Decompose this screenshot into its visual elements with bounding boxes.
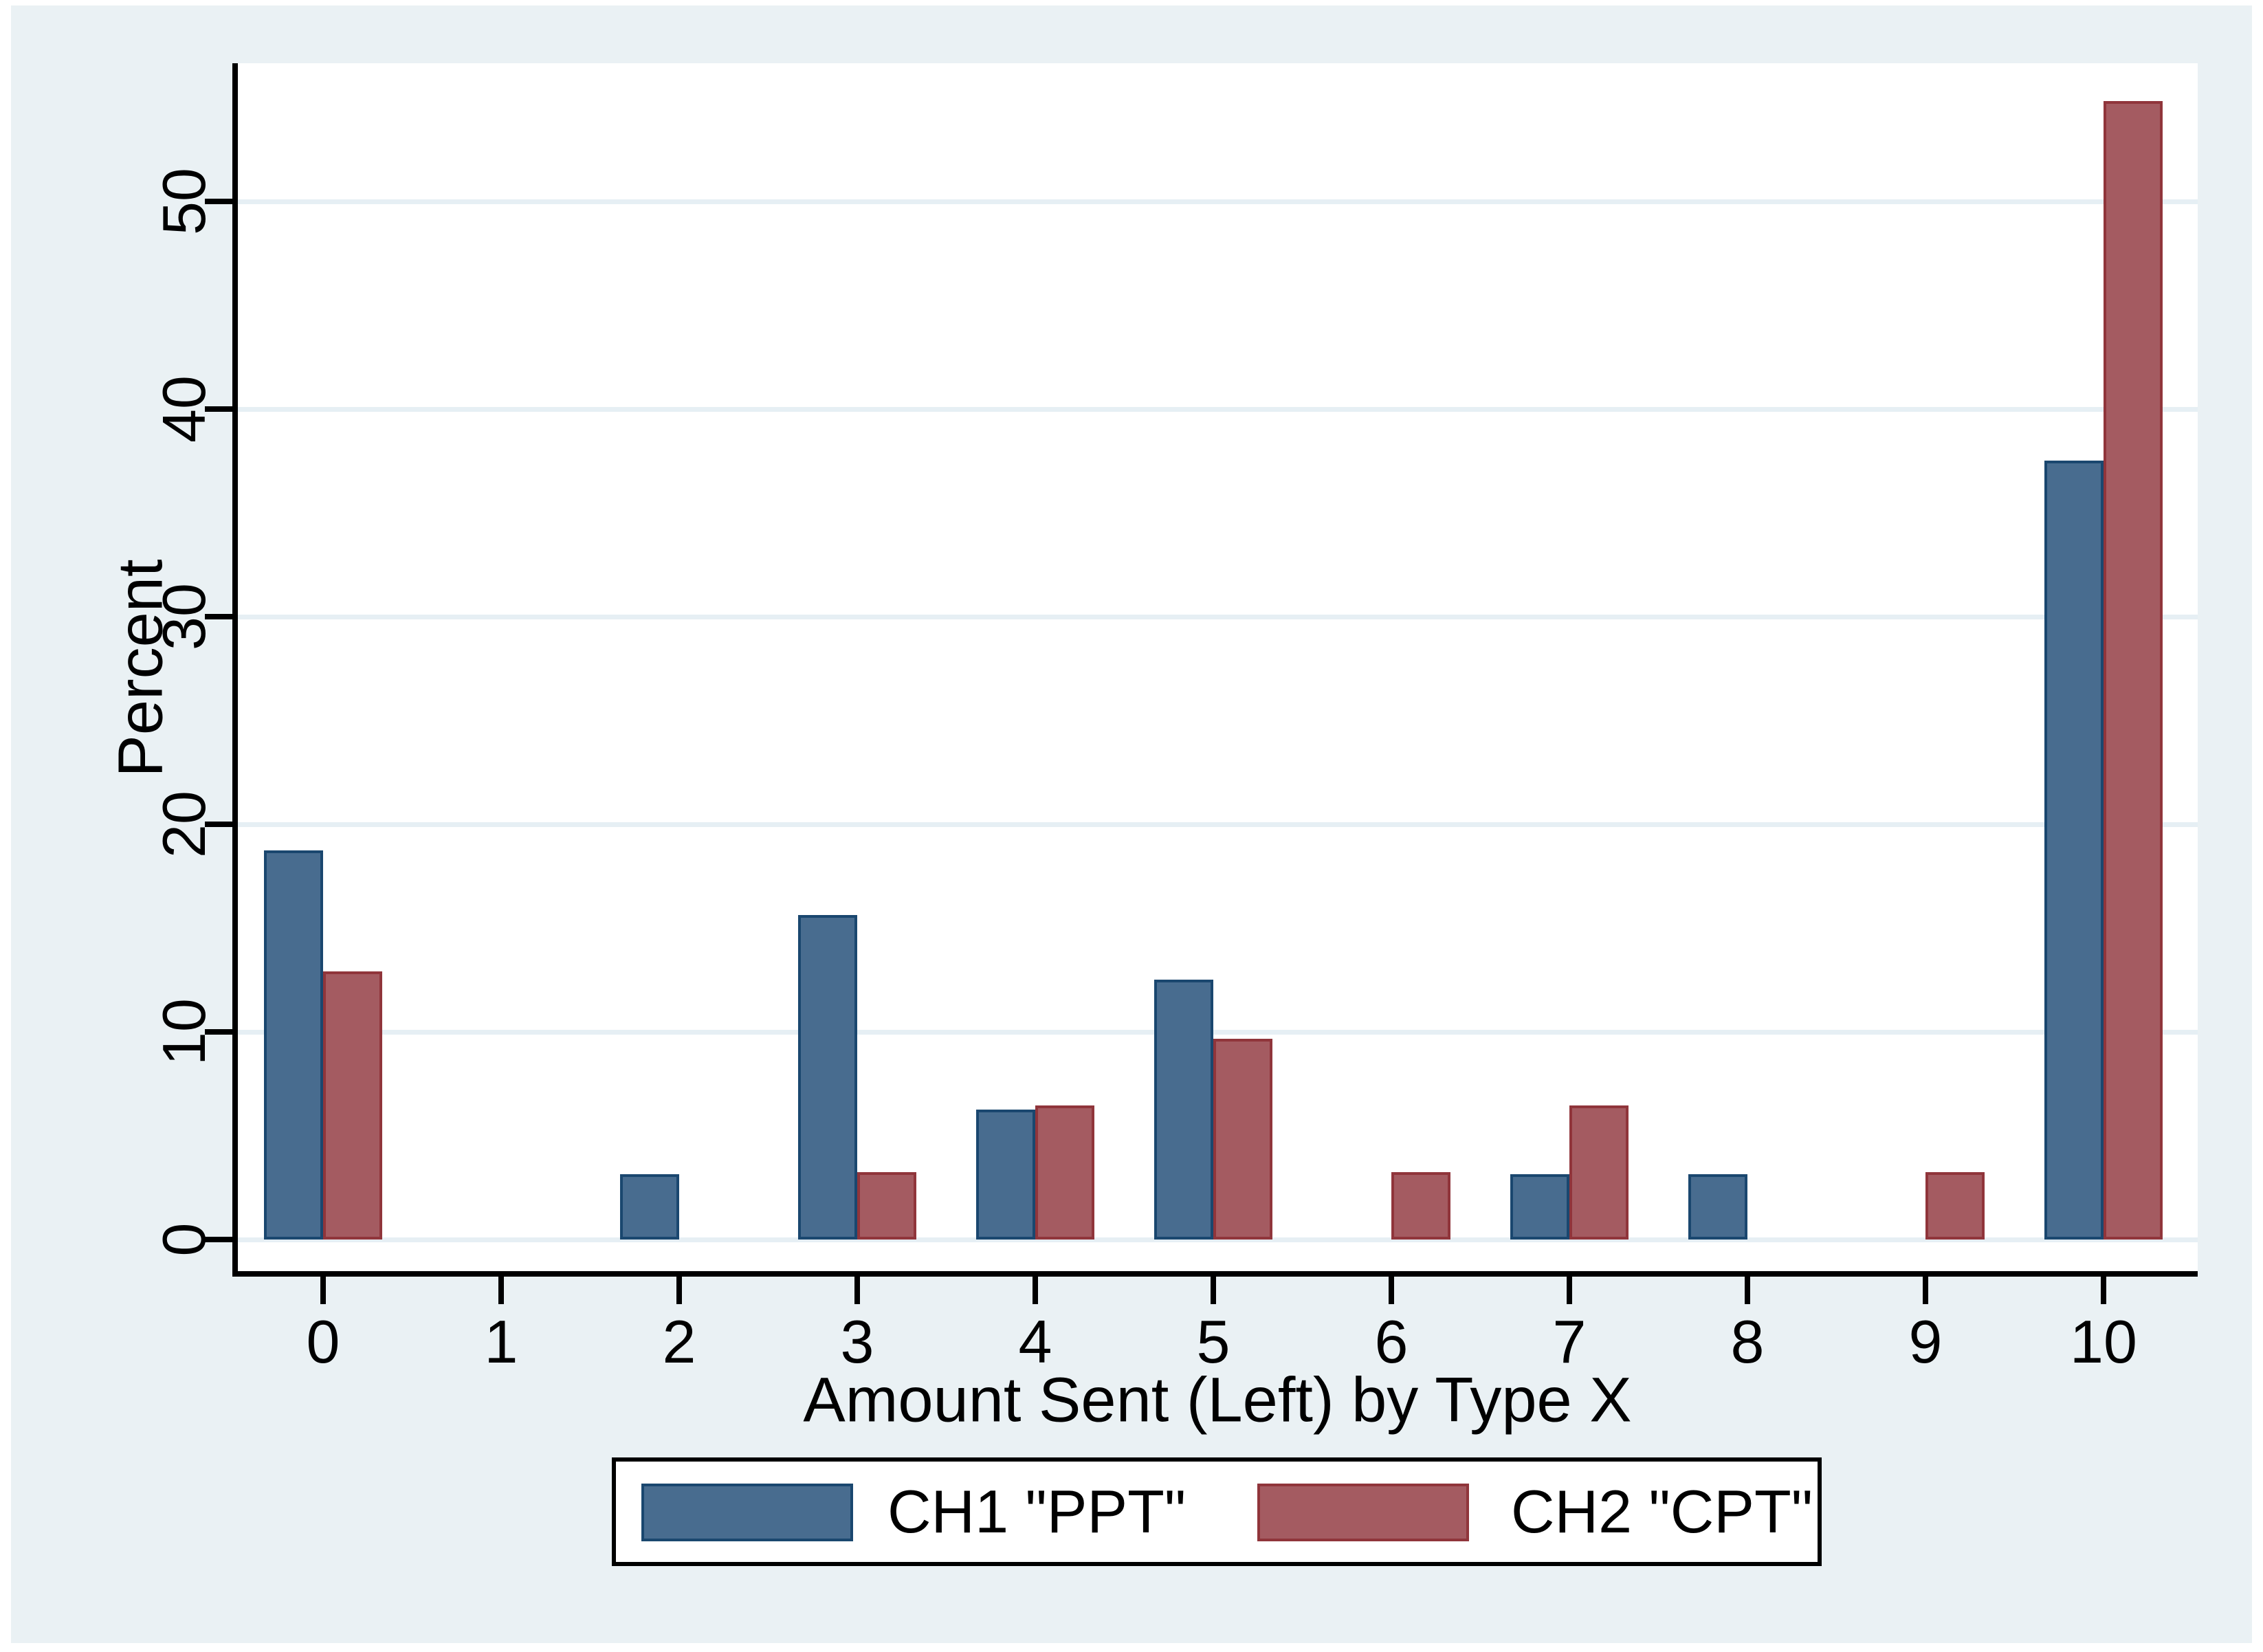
x-tick-label-6: 6 <box>1374 1308 1409 1376</box>
bar-series1-x4 <box>976 1110 1035 1240</box>
x-tick-label-1: 1 <box>484 1308 518 1376</box>
bar-series1-x7 <box>1510 1174 1569 1240</box>
gridline-y30 <box>238 615 2198 619</box>
x-tick-5 <box>1211 1277 1216 1304</box>
y-axis-line <box>232 63 238 1277</box>
x-tick-2 <box>676 1277 682 1304</box>
bar-series2-x4 <box>1035 1105 1094 1240</box>
x-tick-label-4: 4 <box>1018 1308 1052 1376</box>
bar-series2-x5 <box>1213 1039 1272 1240</box>
x-tick-label-5: 5 <box>1196 1308 1230 1376</box>
legend-label-ch2: CH2 "CPT" <box>1511 1477 1813 1545</box>
y-tick-20 <box>205 822 232 827</box>
gridline-y40 <box>238 407 2198 412</box>
x-axis-title: Amount Sent (Left) by Type X <box>803 1365 1632 1435</box>
y-tick-label-40: 40 <box>150 375 218 443</box>
bar-series2-x7 <box>1569 1105 1629 1240</box>
bar-series2-x10 <box>2104 101 2163 1240</box>
gridline-y0 <box>238 1237 2198 1242</box>
legend-swatch-ch2 <box>1257 1484 1469 1541</box>
x-tick-label-10: 10 <box>2070 1308 2137 1376</box>
legend-label-ch1: CH1 "PPT" <box>887 1477 1186 1545</box>
y-axis-title: Percent <box>105 559 176 778</box>
x-tick-label-9: 9 <box>1908 1308 1943 1376</box>
x-tick-9 <box>1923 1277 1928 1304</box>
legend: CH1 "PPT" CH2 "CPT" <box>612 1457 1822 1566</box>
y-tick-40 <box>205 406 232 412</box>
y-tick-label-50: 50 <box>150 168 218 235</box>
gridline-y10 <box>238 1030 2198 1035</box>
gridline-y20 <box>238 822 2198 827</box>
gridline-y50 <box>238 199 2198 204</box>
x-tick-4 <box>1033 1277 1038 1304</box>
x-tick-0 <box>320 1277 326 1304</box>
bar-series2-x0 <box>323 971 382 1240</box>
bar-series2-x9 <box>1925 1172 1985 1240</box>
bar-series1-x0 <box>264 850 323 1240</box>
y-tick-label-10: 10 <box>150 998 218 1066</box>
x-tick-1 <box>498 1277 504 1304</box>
x-tick-7 <box>1567 1277 1572 1304</box>
y-tick-10 <box>205 1029 232 1035</box>
bar-series2-x6 <box>1391 1172 1450 1240</box>
x-tick-label-2: 2 <box>662 1308 696 1376</box>
bar-series1-x5 <box>1154 980 1213 1240</box>
x-tick-10 <box>2101 1277 2106 1304</box>
y-tick-label-20: 20 <box>150 791 218 858</box>
bar-series1-x3 <box>798 915 857 1240</box>
bar-series1-x8 <box>1688 1174 1747 1240</box>
x-tick-label-3: 3 <box>840 1308 874 1376</box>
y-tick-50 <box>205 199 232 204</box>
legend-swatch-ch1 <box>641 1484 853 1541</box>
x-tick-6 <box>1389 1277 1394 1304</box>
bar-series1-x10 <box>2044 461 2104 1240</box>
x-axis-line <box>232 1271 2198 1277</box>
x-tick-8 <box>1745 1277 1750 1304</box>
x-tick-label-0: 0 <box>306 1308 340 1376</box>
y-tick-label-0: 0 <box>150 1222 218 1257</box>
x-tick-label-8: 8 <box>1730 1308 1765 1376</box>
bar-series2-x3 <box>857 1172 916 1240</box>
y-tick-30 <box>205 614 232 619</box>
bar-series1-x2 <box>620 1174 679 1240</box>
x-tick-label-7: 7 <box>1552 1308 1587 1376</box>
y-tick-0 <box>205 1237 232 1242</box>
x-tick-3 <box>854 1277 860 1304</box>
